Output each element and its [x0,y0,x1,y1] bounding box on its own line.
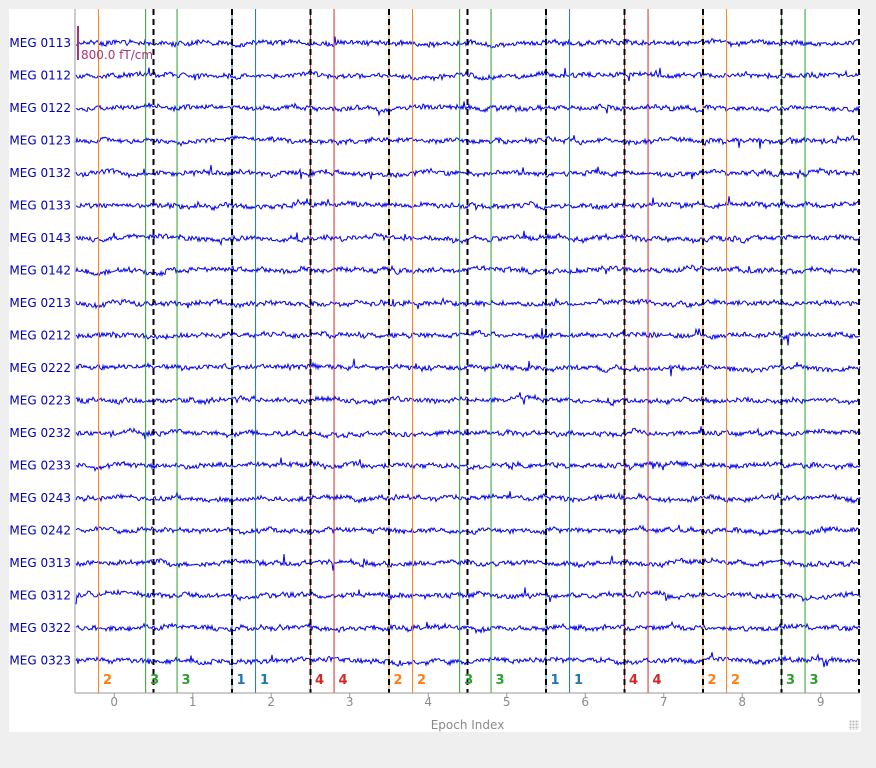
channel-trace [75,457,861,472]
event-lines-layer [98,9,806,693]
channel-label[interactable]: MEG 0113 [9,36,71,50]
channel-label[interactable]: MEG 0122 [9,101,71,115]
x-tick-label: 3 [346,695,354,709]
channel-label[interactable]: MEG 0112 [9,69,71,83]
channel-label[interactable]: MEG 0223 [9,394,71,408]
axes-layer: 0 1 2 3 4 5 6 7 8 9 Epoch Index [74,9,860,732]
x-tick-label: 7 [660,695,668,709]
x-tick-label: 4 [424,695,432,709]
channel-label[interactable]: MEG 0242 [9,524,71,538]
channel-label[interactable]: MEG 0322 [9,621,71,635]
event-label: 2 [393,673,402,688]
event-label: 3 [496,673,505,688]
event-label: 3 [786,673,795,688]
channel-label[interactable]: MEG 0143 [9,231,71,245]
channel-trace [75,264,861,278]
epochs-browser-figure: MEG 0113 MEG 0112 MEG 0122 MEG 0123 MEG 0132… [9,9,861,732]
channel-label[interactable]: MEG 0142 [9,264,71,278]
event-label: 3 [810,673,819,688]
channel-label[interactable]: MEG 0233 [9,459,71,473]
x-tick-label: 9 [817,695,825,709]
channel-label[interactable]: MEG 0312 [9,589,71,603]
channel-labels: MEG 0113 MEG 0112 MEG 0122 MEG 0123 MEG 0132… [9,36,71,668]
channel-label[interactable]: MEG 0132 [9,166,71,180]
event-label: 4 [315,673,324,688]
x-axis-label: Epoch Index [431,718,505,732]
event-label: 4 [653,673,662,688]
x-tick-label: 8 [738,695,746,709]
channel-trace [76,620,861,635]
channel-trace [75,358,861,377]
event-label: 2 [103,673,112,688]
channel-trace [75,491,861,504]
x-tick-label: 0 [110,695,118,709]
scalebar-label: 800.0 fT/cm [81,48,153,62]
channel-trace [75,196,861,212]
channel-label[interactable]: MEG 0313 [9,556,71,570]
event-label: 1 [236,673,245,688]
channel-label[interactable]: MEG 0212 [9,329,71,343]
x-tick-label: 5 [503,695,511,709]
channel-label[interactable]: MEG 0222 [9,361,71,375]
x-tick-label: 1 [189,695,197,709]
event-label: 2 [707,673,716,688]
channel-label[interactable]: MEG 0213 [9,296,71,310]
event-label: 3 [464,673,473,688]
channel-label[interactable]: MEG 0232 [9,426,71,440]
event-label: 4 [629,673,638,688]
event-label: 1 [574,673,583,688]
resize-grip-icon[interactable] [849,720,859,730]
channel-trace [75,67,861,83]
epoch-boundaries-layer [152,9,860,693]
event-label: 1 [550,673,559,688]
channel-label[interactable]: MEG 0243 [9,491,71,505]
event-label: 2 [731,673,740,688]
channel-trace [75,101,861,117]
event-label: 3 [150,673,159,688]
epochs-plot[interactable]: MEG 0113 MEG 0112 MEG 0122 MEG 0123 MEG 0132… [9,9,861,732]
event-label: 4 [339,673,348,688]
channel-label[interactable]: MEG 0123 [9,134,71,148]
event-label: 1 [260,673,269,688]
x-tick-label: 6 [581,695,589,709]
channel-label[interactable]: MEG 0133 [9,199,71,213]
scalebar[interactable]: 800.0 fT/cm [77,26,153,62]
event-label: 2 [417,673,426,688]
x-tick-label: 2 [267,695,275,709]
channel-trace [75,392,861,407]
event-label: 3 [182,673,191,688]
channel-label[interactable]: MEG 0323 [9,654,71,668]
